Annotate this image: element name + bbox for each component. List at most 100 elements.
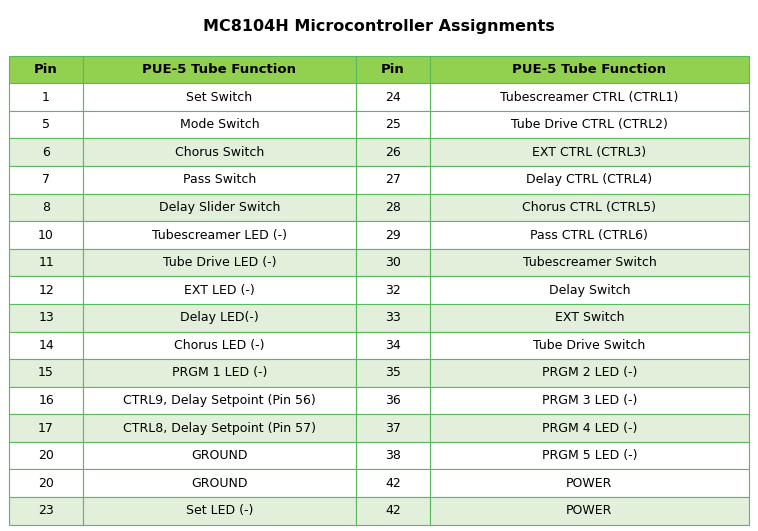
- Text: Mode Switch: Mode Switch: [180, 118, 259, 131]
- Bar: [430, 469, 749, 497]
- Bar: [430, 249, 749, 277]
- Bar: [430, 359, 749, 387]
- Text: 24: 24: [385, 91, 401, 104]
- Text: GROUND: GROUND: [191, 477, 248, 490]
- Bar: [430, 331, 749, 359]
- Text: 20: 20: [38, 449, 54, 462]
- Bar: [83, 359, 356, 387]
- Text: 37: 37: [385, 422, 401, 434]
- Text: Delay Slider Switch: Delay Slider Switch: [158, 201, 280, 214]
- Bar: [430, 277, 749, 304]
- Bar: [9, 139, 83, 166]
- Text: 10: 10: [38, 228, 54, 242]
- Text: Set LED (-): Set LED (-): [186, 504, 253, 517]
- Text: Delay LED(-): Delay LED(-): [180, 311, 258, 324]
- Bar: [9, 249, 83, 277]
- Bar: [356, 331, 430, 359]
- Bar: [83, 221, 356, 249]
- Bar: [356, 387, 430, 414]
- Bar: [430, 139, 749, 166]
- Text: Tubescreamer CTRL (CTRL1): Tubescreamer CTRL (CTRL1): [500, 91, 678, 104]
- Bar: [9, 194, 83, 221]
- Text: Pin: Pin: [34, 63, 58, 76]
- Text: 13: 13: [38, 311, 54, 324]
- Text: GROUND: GROUND: [191, 449, 248, 462]
- Text: PUE-5 Tube Function: PUE-5 Tube Function: [143, 63, 296, 76]
- Bar: [356, 414, 430, 442]
- Bar: [9, 277, 83, 304]
- Text: CTRL9, Delay Setpoint (Pin 56): CTRL9, Delay Setpoint (Pin 56): [123, 394, 316, 407]
- Bar: [356, 56, 430, 83]
- Text: 38: 38: [385, 449, 401, 462]
- Text: 30: 30: [385, 256, 401, 269]
- Text: 5: 5: [42, 118, 50, 131]
- Text: PRGM 3 LED (-): PRGM 3 LED (-): [542, 394, 637, 407]
- Bar: [9, 387, 83, 414]
- Text: POWER: POWER: [566, 504, 612, 517]
- Text: 14: 14: [38, 339, 54, 352]
- Text: Tube Drive Switch: Tube Drive Switch: [534, 339, 646, 352]
- Text: 29: 29: [385, 228, 401, 242]
- Text: 27: 27: [385, 173, 401, 186]
- Bar: [83, 497, 356, 525]
- Bar: [430, 194, 749, 221]
- Bar: [430, 166, 749, 194]
- Bar: [9, 56, 83, 83]
- Text: MC8104H Microcontroller Assignments: MC8104H Microcontroller Assignments: [203, 19, 555, 34]
- Text: Delay CTRL (CTRL4): Delay CTRL (CTRL4): [526, 173, 653, 186]
- Bar: [83, 83, 356, 111]
- Bar: [83, 111, 356, 139]
- Bar: [356, 221, 430, 249]
- Bar: [83, 249, 356, 277]
- Bar: [9, 497, 83, 525]
- Text: 1: 1: [42, 91, 50, 104]
- Bar: [356, 304, 430, 331]
- Bar: [9, 304, 83, 331]
- Text: Tubescreamer LED (-): Tubescreamer LED (-): [152, 228, 287, 242]
- Bar: [9, 442, 83, 469]
- Bar: [83, 277, 356, 304]
- Text: 35: 35: [385, 366, 401, 380]
- Bar: [356, 111, 430, 139]
- Bar: [356, 166, 430, 194]
- Text: Pass Switch: Pass Switch: [183, 173, 256, 186]
- Bar: [83, 56, 356, 83]
- Bar: [430, 497, 749, 525]
- Bar: [356, 442, 430, 469]
- Text: PUE-5 Tube Function: PUE-5 Tube Function: [512, 63, 666, 76]
- Text: 15: 15: [38, 366, 54, 380]
- Bar: [9, 166, 83, 194]
- Bar: [356, 194, 430, 221]
- Bar: [430, 83, 749, 111]
- Text: Chorus Switch: Chorus Switch: [175, 146, 264, 159]
- Text: EXT CTRL (CTRL3): EXT CTRL (CTRL3): [532, 146, 647, 159]
- Bar: [83, 414, 356, 442]
- Bar: [83, 194, 356, 221]
- Bar: [356, 83, 430, 111]
- Bar: [430, 111, 749, 139]
- Text: 26: 26: [385, 146, 401, 159]
- Text: 34: 34: [385, 339, 401, 352]
- Text: PRGM 2 LED (-): PRGM 2 LED (-): [542, 366, 637, 380]
- Text: 23: 23: [38, 504, 54, 517]
- Text: 17: 17: [38, 422, 54, 434]
- Text: 12: 12: [38, 284, 54, 297]
- Bar: [83, 331, 356, 359]
- Bar: [430, 56, 749, 83]
- Text: 25: 25: [385, 118, 401, 131]
- Bar: [9, 111, 83, 139]
- Text: 8: 8: [42, 201, 50, 214]
- Bar: [9, 414, 83, 442]
- Bar: [356, 359, 430, 387]
- Text: Set Switch: Set Switch: [186, 91, 252, 104]
- Bar: [83, 442, 356, 469]
- Bar: [83, 387, 356, 414]
- Bar: [430, 442, 749, 469]
- Text: PRGM 4 LED (-): PRGM 4 LED (-): [542, 422, 637, 434]
- Bar: [356, 139, 430, 166]
- Text: Chorus LED (-): Chorus LED (-): [174, 339, 265, 352]
- Text: 7: 7: [42, 173, 50, 186]
- Text: 42: 42: [385, 477, 401, 490]
- Bar: [356, 469, 430, 497]
- Bar: [83, 469, 356, 497]
